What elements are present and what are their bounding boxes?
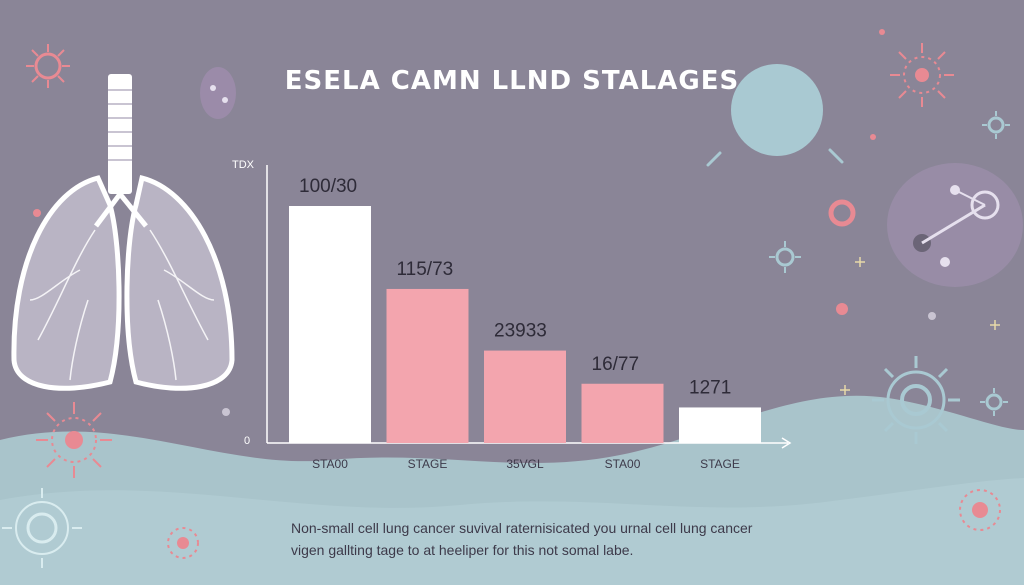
virus-icon xyxy=(980,388,1008,416)
virus-icon xyxy=(167,527,199,559)
category-label: STAGE xyxy=(408,457,448,471)
bar-2 xyxy=(386,288,469,443)
dot-icon xyxy=(222,408,230,416)
y-axis-zero-label: 0 xyxy=(244,435,250,447)
virus-icon xyxy=(959,489,1001,531)
bar-3 xyxy=(484,350,566,443)
lungs-icon xyxy=(11,74,235,391)
cell-blob-icon xyxy=(200,67,236,119)
sphere-icon xyxy=(731,64,823,156)
category-label: STA00 xyxy=(312,457,348,471)
dot-icon xyxy=(928,312,936,320)
bar-data-label: 16/77 xyxy=(592,354,640,375)
bottom-wave-light xyxy=(0,478,1024,585)
virus-icon xyxy=(36,402,112,478)
bar-data-label: 115/73 xyxy=(397,259,454,280)
bars-group: 100/30 STA00 115/73 STAGE 23933 35VGL 16/77 STA… xyxy=(289,176,761,471)
caption: Non-small cell lung cancer suvival rater… xyxy=(291,517,851,561)
bar-4 xyxy=(581,383,664,443)
caption-line-2: vigen gallting tage to at heeliper for t… xyxy=(291,542,634,558)
molecule-icon xyxy=(887,163,1023,287)
capsule-icon xyxy=(706,148,844,167)
virus-icon xyxy=(982,111,1010,139)
category-label: 35VGL xyxy=(506,457,544,471)
bar-5 xyxy=(679,407,761,443)
virus-icon xyxy=(26,44,70,88)
category-label: STA00 xyxy=(605,457,641,471)
y-axis-label: TDX xyxy=(232,159,255,171)
dot-icon xyxy=(879,29,885,35)
chart-title: ESELA CAMN LLND STALAGES xyxy=(284,66,740,96)
dot-icon xyxy=(870,134,876,140)
bar-1 xyxy=(289,206,371,443)
dot-icon xyxy=(33,209,41,217)
bar-data-label: 100/30 xyxy=(299,176,357,197)
bar-data-label: 23933 xyxy=(494,321,547,342)
virus-icon xyxy=(872,356,960,444)
virus-icon xyxy=(2,488,82,568)
ring-icon xyxy=(828,199,856,227)
dot-icon xyxy=(836,303,848,315)
virus-icon xyxy=(769,241,801,273)
category-label: STAGE xyxy=(700,457,740,471)
bar-data-label: 1271 xyxy=(689,377,731,398)
x-axis-arrow-icon xyxy=(781,437,792,449)
caption-line-1: Non-small cell lung cancer suvival rater… xyxy=(291,520,753,536)
sparkle-icon xyxy=(840,257,1000,395)
virus-icon xyxy=(890,43,954,107)
